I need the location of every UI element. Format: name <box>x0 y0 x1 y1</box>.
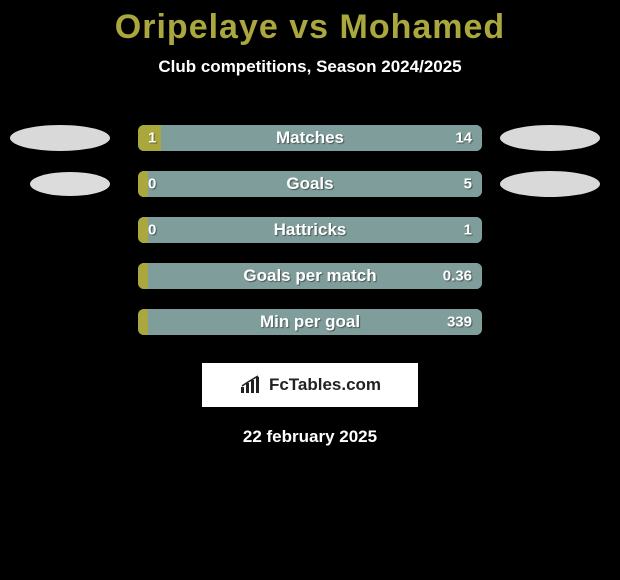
stat-bar-right <box>161 125 482 151</box>
stat-bar: 339Min per goal <box>138 309 482 335</box>
team-ellipse-right <box>500 171 600 197</box>
title-player1: Oripelaye <box>115 8 279 46</box>
stat-bar-left <box>138 217 148 243</box>
stat-bar: 01Hattricks <box>138 217 482 243</box>
comparison-card: Oripelaye vs Mohamed Club competitions, … <box>0 8 620 580</box>
stat-bar-right <box>148 171 482 197</box>
logo-bars-icon <box>239 375 265 395</box>
stat-row: 05Goals <box>0 161 620 207</box>
date-line: 22 february 2025 <box>0 427 620 447</box>
team-ellipse-left <box>30 172 110 196</box>
stat-bar-left <box>138 309 148 335</box>
stat-bar-left <box>138 125 161 151</box>
title-player2: Mohamed <box>340 8 506 46</box>
subtitle: Club competitions, Season 2024/2025 <box>0 57 620 77</box>
stat-row: 01Hattricks <box>0 207 620 253</box>
logo: FcTables.com <box>239 375 381 395</box>
team-ellipse-left <box>10 125 110 151</box>
stats-area: 114Matches 05Goals 01Hattricks 0.36Goals pe… <box>0 115 620 345</box>
stat-bar-right <box>148 263 482 289</box>
stat-row: 114Matches <box>0 115 620 161</box>
stat-bar-right <box>148 309 482 335</box>
stat-bar-left <box>138 263 148 289</box>
team-ellipse-right <box>500 125 600 151</box>
stat-bar: 0.36Goals per match <box>138 263 482 289</box>
stat-row: 339Min per goal <box>0 299 620 345</box>
logo-text: FcTables.com <box>269 375 381 395</box>
stat-bar: 114Matches <box>138 125 482 151</box>
title-vs: vs <box>279 8 340 46</box>
stat-bar: 05Goals <box>138 171 482 197</box>
stat-row: 0.36Goals per match <box>0 253 620 299</box>
title: Oripelaye vs Mohamed <box>0 8 620 47</box>
stat-bar-left <box>138 171 148 197</box>
stat-bar-right <box>148 217 482 243</box>
logo-box: FcTables.com <box>202 363 418 407</box>
